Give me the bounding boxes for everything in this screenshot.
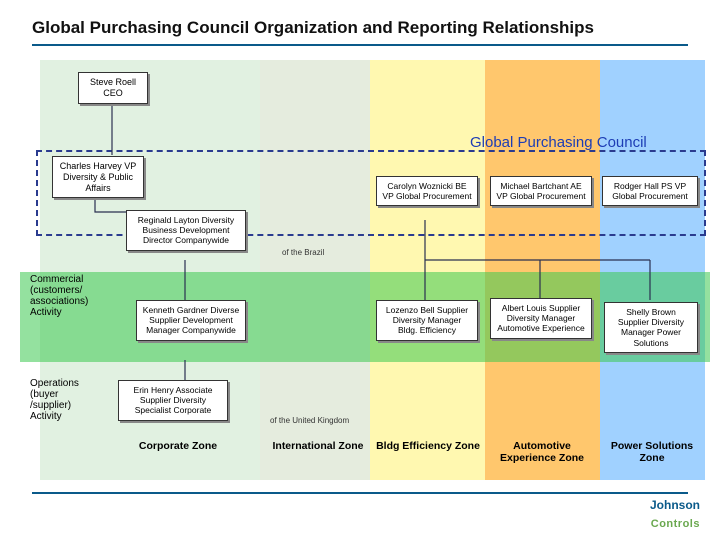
zone-international: International Zone bbox=[268, 440, 368, 452]
box-bartchant: Michael Bartchant AE VP Global Procureme… bbox=[490, 176, 592, 206]
row-label-commercial: Commercial (customers/ associations) Act… bbox=[30, 274, 110, 318]
box-hall: Rodger Hall PS VP Global Procurement bbox=[602, 176, 698, 206]
zone-power: Power Solutions Zone bbox=[600, 440, 704, 464]
diagram-canvas: Global Purchasing Council Steve Roell CE… bbox=[0, 60, 720, 500]
caption-uk: of the United Kingdom bbox=[270, 416, 349, 425]
lane-auto bbox=[485, 60, 600, 480]
caption-brazil: of the Brazil bbox=[282, 248, 324, 257]
bottom-rule bbox=[32, 492, 688, 494]
council-title: Global Purchasing Council bbox=[470, 134, 647, 151]
top-rule bbox=[32, 44, 688, 46]
box-bell: Lozenzo Bell Supplier Diversity Manager … bbox=[376, 300, 478, 341]
brand-line2: Controls bbox=[651, 518, 700, 530]
box-brown: Shelly Brown Supplier Diversity Manager … bbox=[604, 302, 698, 353]
box-layton: Reginald Layton Diversity Business Devel… bbox=[126, 210, 246, 251]
brand-logo: Johnson Controls bbox=[650, 496, 700, 532]
box-gardner: Kenneth Gardner Diverse Supplier Develop… bbox=[136, 300, 246, 341]
box-louis: Albert Louis Supplier Diversity Manager … bbox=[490, 298, 592, 339]
page-title: Global Purchasing Council Organization a… bbox=[0, 0, 720, 44]
brand-line1: Johnson bbox=[650, 498, 700, 512]
zone-corporate: Corporate Zone bbox=[118, 440, 238, 452]
row-label-operations: Operations (buyer /supplier) Activity bbox=[30, 378, 100, 422]
box-harvey: Charles Harvey VP Diversity & Public Aff… bbox=[52, 156, 144, 198]
lane-power bbox=[600, 60, 705, 480]
zone-bldg: Bldg Efficiency Zone bbox=[374, 440, 482, 452]
zone-auto: Automotive Experience Zone bbox=[486, 440, 598, 464]
box-ceo: Steve Roell CEO bbox=[78, 72, 148, 104]
lane-bldg bbox=[370, 60, 485, 480]
box-woznicki: Carolyn Woznicki BE VP Global Procuremen… bbox=[376, 176, 478, 206]
box-henry: Erin Henry Associate Supplier Diversity … bbox=[118, 380, 228, 421]
